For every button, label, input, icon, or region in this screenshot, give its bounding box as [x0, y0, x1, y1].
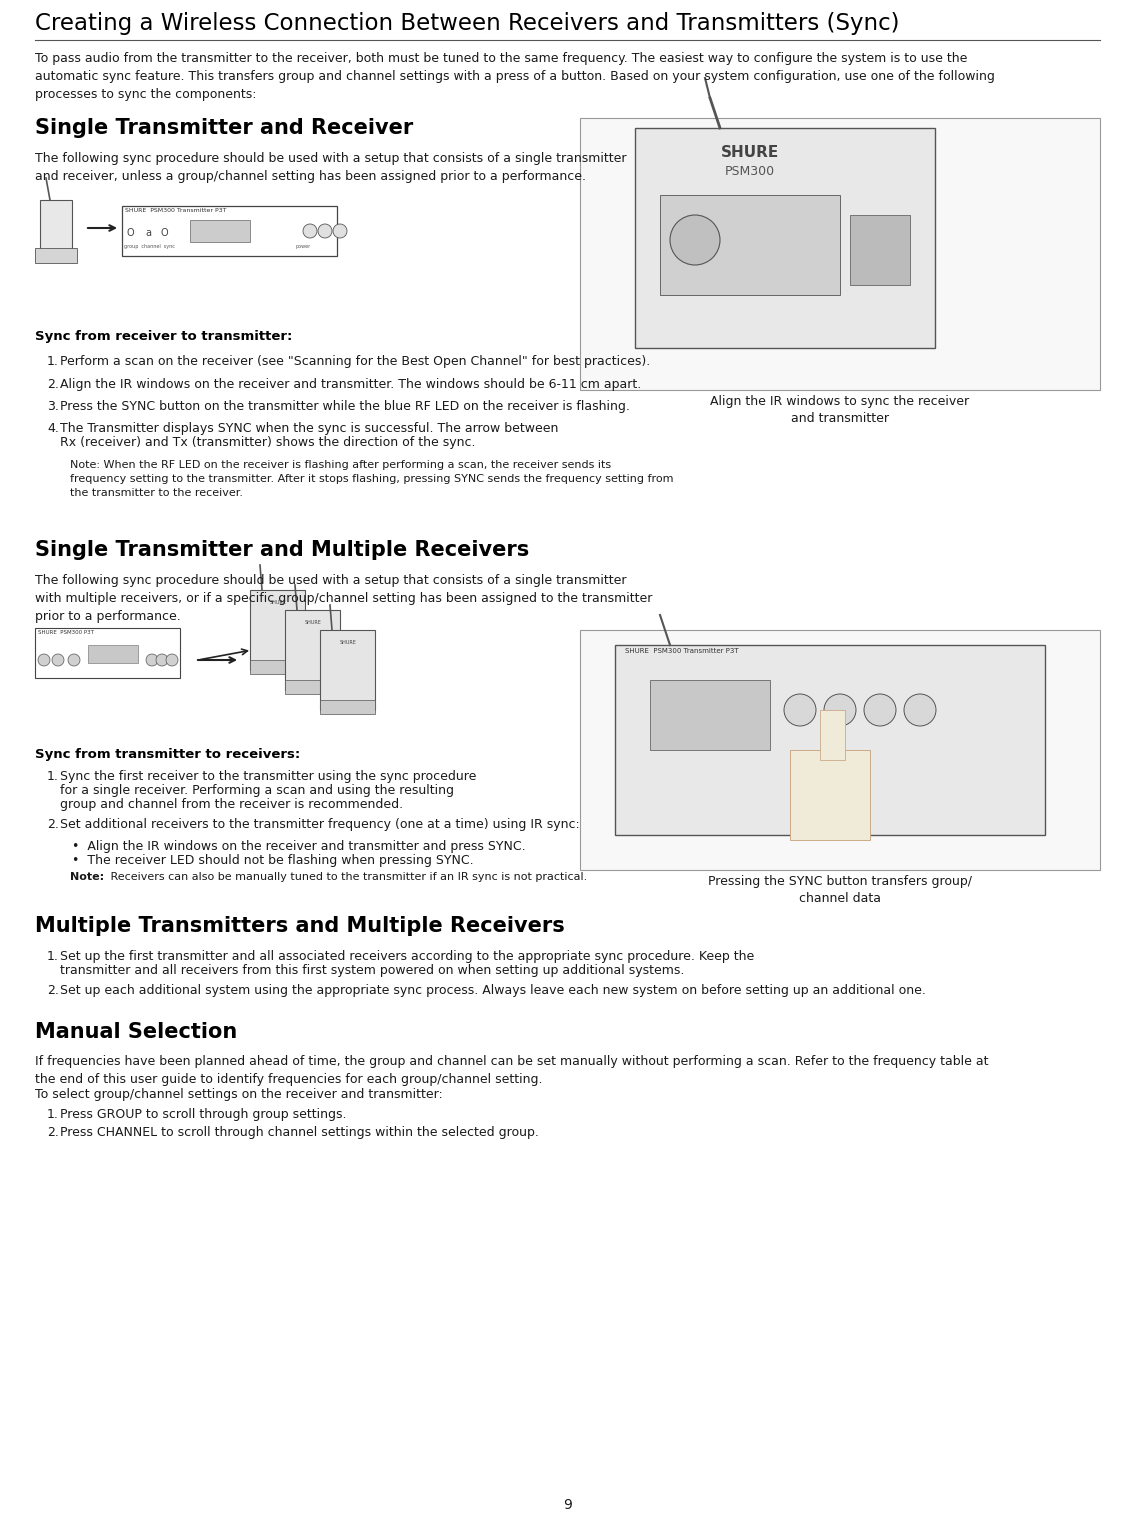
Text: The following sync procedure should be used with a setup that consists of a sing: The following sync procedure should be u…: [35, 152, 627, 183]
Text: for a single receiver. Performing a scan and using the resulting: for a single receiver. Performing a scan…: [60, 783, 454, 797]
Bar: [320, 700, 375, 715]
Bar: [190, 219, 250, 242]
Text: SHURE: SHURE: [721, 145, 779, 160]
Circle shape: [166, 654, 178, 666]
Circle shape: [146, 654, 158, 666]
Text: 9: 9: [563, 1498, 572, 1512]
Text: Sync the first receiver to the transmitter using the sync procedure: Sync the first receiver to the transmitt…: [60, 770, 477, 783]
Text: Set up each additional system using the appropriate sync process. Always leave e: Set up each additional system using the …: [60, 985, 926, 997]
Bar: [40, 200, 72, 255]
Text: 2.: 2.: [47, 378, 59, 392]
Text: O: O: [160, 229, 168, 238]
Text: 2.: 2.: [47, 818, 59, 831]
Text: Receivers can also be manually tuned to the transmitter if an IR sync is not pra: Receivers can also be manually tuned to …: [107, 872, 587, 882]
Text: SHURE: SHURE: [270, 600, 286, 605]
Circle shape: [52, 654, 64, 666]
Bar: [35, 628, 180, 678]
Bar: [121, 206, 337, 256]
Circle shape: [303, 224, 317, 238]
Text: Single Transmitter and Receiver: Single Transmitter and Receiver: [35, 117, 413, 139]
Text: To select group/channel settings on the receiver and transmitter:: To select group/channel settings on the …: [35, 1088, 443, 1100]
Bar: [250, 660, 305, 674]
Text: transmitter and all receivers from this first system powered on when setting up : transmitter and all receivers from this …: [60, 965, 684, 977]
Bar: [634, 128, 935, 347]
Text: Manual Selection: Manual Selection: [35, 1023, 237, 1042]
Text: 1.: 1.: [47, 949, 59, 963]
Bar: [580, 629, 1100, 870]
Bar: [285, 610, 340, 690]
Text: •  The receiver LED should not be flashing when pressing SYNC.: • The receiver LED should not be flashin…: [72, 853, 473, 867]
Text: SHURE: SHURE: [304, 620, 321, 625]
Text: group and channel from the receiver is recommended.: group and channel from the receiver is r…: [60, 799, 403, 811]
Text: SHURE: SHURE: [339, 640, 356, 645]
Circle shape: [903, 693, 936, 725]
Circle shape: [318, 224, 333, 238]
Bar: [850, 215, 910, 285]
Circle shape: [68, 654, 79, 666]
Bar: [650, 680, 770, 750]
Text: Note:: Note:: [70, 872, 104, 882]
Text: Press CHANNEL to scroll through channel settings within the selected group.: Press CHANNEL to scroll through channel …: [60, 1126, 539, 1138]
Text: O: O: [126, 229, 134, 238]
Circle shape: [155, 654, 168, 666]
Text: 3.: 3.: [47, 399, 59, 413]
Text: Multiple Transmitters and Multiple Receivers: Multiple Transmitters and Multiple Recei…: [35, 916, 565, 936]
Text: •  Align the IR windows on the receiver and transmitter and press SYNC.: • Align the IR windows on the receiver a…: [72, 840, 526, 853]
Text: The following sync procedure should be used with a setup that consists of a sing: The following sync procedure should be u…: [35, 575, 653, 623]
Text: 1.: 1.: [47, 1108, 59, 1122]
Bar: [250, 590, 305, 671]
Text: 2.: 2.: [47, 1126, 59, 1138]
Circle shape: [864, 693, 896, 725]
Text: If frequencies have been planned ahead of time, the group and channel can be set: If frequencies have been planned ahead o…: [35, 1055, 989, 1087]
Text: Note: When the RF LED on the receiver is flashing after performing a scan, the r: Note: When the RF LED on the receiver is…: [70, 460, 673, 498]
Text: 4.: 4.: [47, 422, 59, 434]
Text: Sync from receiver to transmitter:: Sync from receiver to transmitter:: [35, 331, 293, 343]
Circle shape: [333, 224, 347, 238]
Circle shape: [670, 215, 720, 265]
Text: Pressing the SYNC button transfers group/
channel data: Pressing the SYNC button transfers group…: [708, 875, 972, 905]
Bar: [580, 117, 1100, 390]
Text: PSM300: PSM300: [725, 165, 775, 178]
Circle shape: [37, 654, 50, 666]
Text: group  channel  sync: group channel sync: [124, 244, 175, 248]
Text: SHURE  PSM300 Transmitter P3T: SHURE PSM300 Transmitter P3T: [125, 207, 227, 213]
Text: 1.: 1.: [47, 770, 59, 783]
Text: a: a: [145, 229, 151, 238]
Text: Rx (receiver) and Tx (transmitter) shows the direction of the sync.: Rx (receiver) and Tx (transmitter) shows…: [60, 436, 476, 450]
Bar: [615, 645, 1045, 835]
Bar: [320, 629, 375, 710]
Text: Set up the first transmitter and all associated receivers according to the appro: Set up the first transmitter and all ass…: [60, 949, 755, 963]
Bar: [35, 248, 77, 264]
Circle shape: [824, 693, 856, 725]
Bar: [790, 750, 871, 840]
Text: Single Transmitter and Multiple Receivers: Single Transmitter and Multiple Receiver…: [35, 539, 529, 559]
Bar: [659, 195, 840, 296]
Text: 2.: 2.: [47, 985, 59, 997]
Circle shape: [784, 693, 816, 725]
Text: power: power: [295, 244, 310, 248]
Text: Sync from transmitter to receivers:: Sync from transmitter to receivers:: [35, 748, 301, 760]
Text: Press GROUP to scroll through group settings.: Press GROUP to scroll through group sett…: [60, 1108, 346, 1122]
Text: Perform a scan on the receiver (see "Scanning for the Best Open Channel" for bes: Perform a scan on the receiver (see "Sca…: [60, 355, 650, 367]
Text: Align the IR windows on the receiver and transmitter. The windows should be 6-11: Align the IR windows on the receiver and…: [60, 378, 641, 392]
Text: Creating a Wireless Connection Between Receivers and Transmitters (Sync): Creating a Wireless Connection Between R…: [35, 12, 900, 35]
Bar: [89, 645, 138, 663]
Text: SHURE  PSM300 Transmitter P3T: SHURE PSM300 Transmitter P3T: [625, 648, 739, 654]
Text: SHURE  PSM300 P3T: SHURE PSM300 P3T: [37, 629, 94, 636]
Bar: [285, 680, 340, 693]
Text: Align the IR windows to sync the receiver
and transmitter: Align the IR windows to sync the receive…: [711, 395, 969, 425]
Text: The Transmitter displays SYNC when the sync is successful. The arrow between: The Transmitter displays SYNC when the s…: [60, 422, 558, 434]
Text: Set additional receivers to the transmitter frequency (one at a time) using IR s: Set additional receivers to the transmit…: [60, 818, 580, 831]
Text: Press the SYNC button on the transmitter while the blue RF LED on the receiver i: Press the SYNC button on the transmitter…: [60, 399, 630, 413]
Text: 1.: 1.: [47, 355, 59, 367]
Bar: [819, 710, 844, 760]
Text: To pass audio from the transmitter to the receiver, both must be tuned to the sa: To pass audio from the transmitter to th…: [35, 52, 995, 101]
